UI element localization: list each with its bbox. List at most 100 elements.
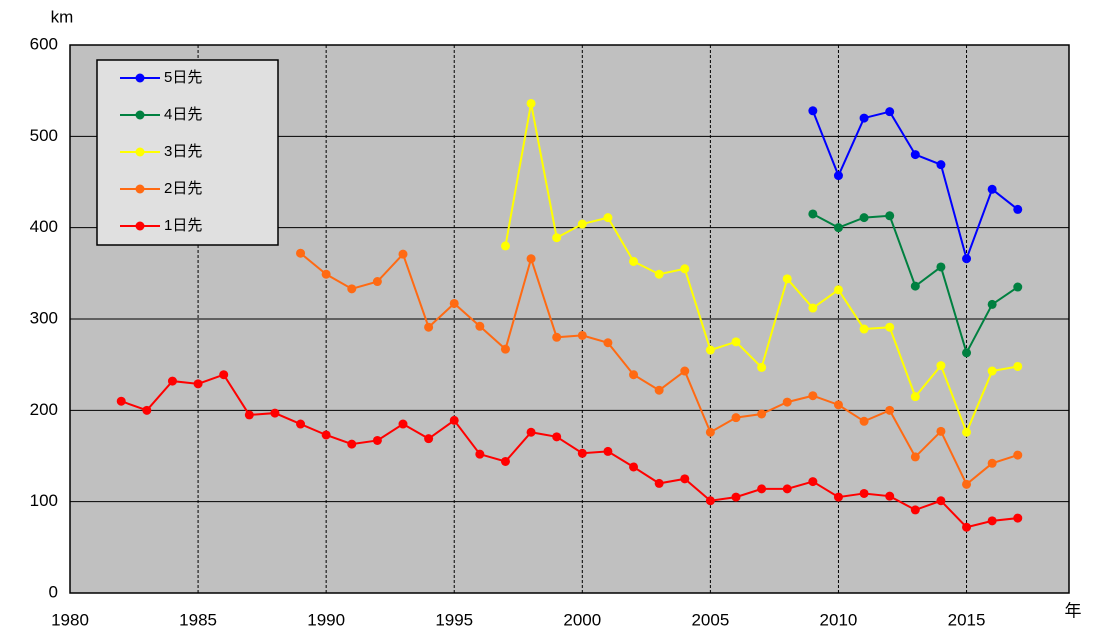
data-point: [1013, 282, 1023, 292]
data-point: [705, 345, 715, 355]
data-point: [577, 330, 587, 340]
data-point: [936, 426, 946, 436]
data-point: [424, 434, 434, 444]
x-axis-label: 年: [1065, 601, 1082, 620]
data-point: [885, 211, 895, 221]
data-point: [936, 496, 946, 506]
data-point: [1013, 513, 1023, 523]
data-point: [987, 366, 997, 376]
data-point: [296, 248, 306, 258]
data-point: [910, 505, 920, 515]
y-tick-label: 500: [30, 126, 58, 145]
data-point: [962, 427, 972, 437]
data-point: [885, 405, 895, 415]
y-tick-label: 0: [49, 582, 58, 601]
data-point: [833, 492, 843, 502]
y-tick-label: 600: [30, 34, 58, 53]
data-point: [962, 479, 972, 489]
data-point: [654, 385, 664, 395]
data-point: [475, 321, 485, 331]
data-point: [219, 370, 229, 380]
legend-marker: [135, 73, 145, 83]
data-point: [910, 150, 920, 160]
data-point: [808, 303, 818, 313]
data-point: [116, 396, 126, 406]
data-point: [167, 376, 177, 386]
data-point: [372, 277, 382, 287]
data-point: [500, 456, 510, 466]
data-point: [680, 366, 690, 376]
data-point: [577, 219, 587, 229]
data-point: [962, 254, 972, 264]
data-point: [987, 184, 997, 194]
data-point: [808, 477, 818, 487]
data-point: [782, 484, 792, 494]
data-point: [1013, 450, 1023, 460]
legend-marker: [135, 110, 145, 120]
legend-marker: [135, 221, 145, 231]
data-point: [936, 160, 946, 170]
data-point: [526, 427, 536, 437]
data-point: [629, 256, 639, 266]
data-point: [654, 269, 664, 279]
legend-label: 4日先: [164, 106, 202, 123]
data-point: [808, 391, 818, 401]
data-point: [987, 516, 997, 526]
data-point: [782, 397, 792, 407]
data-point: [526, 254, 536, 264]
x-tick-label: 1980: [51, 610, 89, 629]
data-point: [142, 405, 152, 415]
x-tick-label: 2000: [563, 610, 601, 629]
data-point: [987, 299, 997, 309]
data-point: [500, 344, 510, 354]
data-point: [270, 408, 280, 418]
x-tick-label: 2015: [948, 610, 986, 629]
data-point: [552, 332, 562, 342]
data-point: [193, 379, 203, 389]
data-point: [526, 98, 536, 108]
data-point: [808, 209, 818, 219]
data-point: [603, 446, 613, 456]
data-point: [552, 432, 562, 442]
data-point: [449, 298, 459, 308]
data-point: [1013, 204, 1023, 214]
data-point: [885, 322, 895, 332]
data-point: [654, 478, 664, 488]
legend: 5日先 4日先 3日先 2日先 1日先: [96, 59, 279, 246]
data-point: [910, 452, 920, 462]
data-point: [552, 233, 562, 243]
data-point: [475, 449, 485, 459]
data-point: [244, 410, 254, 420]
data-point: [449, 415, 459, 425]
data-point: [347, 439, 357, 449]
x-tick-label: 1995: [435, 610, 473, 629]
data-point: [321, 269, 331, 279]
data-point: [833, 400, 843, 410]
data-point: [372, 435, 382, 445]
data-point: [731, 492, 741, 502]
legend-marker: [135, 184, 145, 194]
data-point: [731, 413, 741, 423]
legend-label: 2日先: [164, 180, 202, 197]
data-point: [1013, 361, 1023, 371]
data-point: [603, 213, 613, 223]
y-tick-label: 300: [30, 308, 58, 327]
data-point: [731, 337, 741, 347]
x-tick-label: 2005: [691, 610, 729, 629]
legend-marker: [135, 147, 145, 157]
legend-label: 3日先: [164, 143, 202, 160]
data-point: [782, 274, 792, 284]
data-point: [808, 106, 818, 116]
data-point: [629, 462, 639, 472]
x-tick-label: 1990: [307, 610, 345, 629]
data-point: [603, 338, 613, 348]
data-point: [705, 496, 715, 506]
data-point: [705, 427, 715, 437]
data-point: [859, 416, 869, 426]
y-tick-label: 100: [30, 491, 58, 510]
data-point: [962, 522, 972, 532]
data-point: [885, 107, 895, 117]
data-point: [859, 324, 869, 334]
data-point: [680, 474, 690, 484]
